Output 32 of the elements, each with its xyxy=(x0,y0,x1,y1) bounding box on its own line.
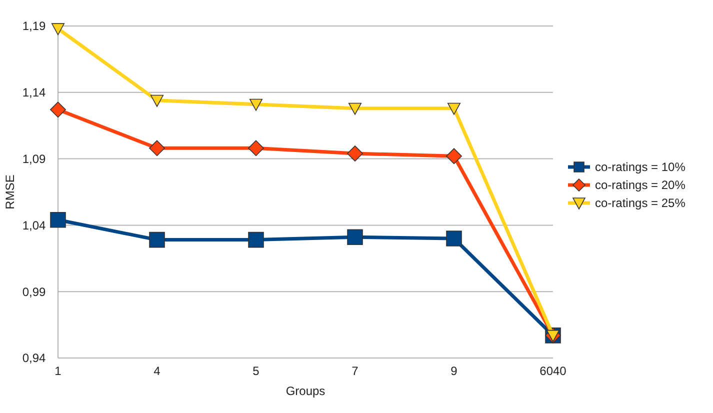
point xyxy=(149,232,165,248)
point xyxy=(51,23,65,36)
y-tick-label: 1,14 xyxy=(22,86,46,100)
point xyxy=(348,102,362,115)
legend-label: co-ratings = 10% xyxy=(595,160,686,174)
point xyxy=(248,232,264,248)
x-tick-label: 4 xyxy=(154,364,161,378)
y-tick-label: 1,04 xyxy=(22,218,46,232)
x-tick-label: 9 xyxy=(450,364,458,378)
x-axis-title: Groups xyxy=(286,384,326,398)
x-tick-label: 5 xyxy=(252,364,260,378)
point xyxy=(50,102,66,118)
point xyxy=(248,140,264,156)
y-axis-title: RMSE xyxy=(3,174,17,210)
point xyxy=(347,146,363,162)
point xyxy=(150,94,164,107)
point xyxy=(446,148,462,164)
y-tick-label: 0,94 xyxy=(22,351,46,366)
x-tick-label: 1 xyxy=(54,364,62,378)
y-tick-label: 0,99 xyxy=(22,284,46,299)
point xyxy=(249,98,263,111)
y-tick-label: 1,19 xyxy=(22,19,46,34)
point xyxy=(149,140,165,156)
point xyxy=(50,212,66,228)
x-tick-label: 7 xyxy=(352,364,359,378)
point xyxy=(446,230,462,246)
point xyxy=(347,229,363,246)
x-tick-label: 6040 xyxy=(540,364,567,378)
y-tick-label: 1,09 xyxy=(22,152,46,166)
point xyxy=(447,102,461,115)
legend-label: co-ratings = 20% xyxy=(595,178,686,192)
legend-label: co-ratings = 25% xyxy=(595,196,686,210)
